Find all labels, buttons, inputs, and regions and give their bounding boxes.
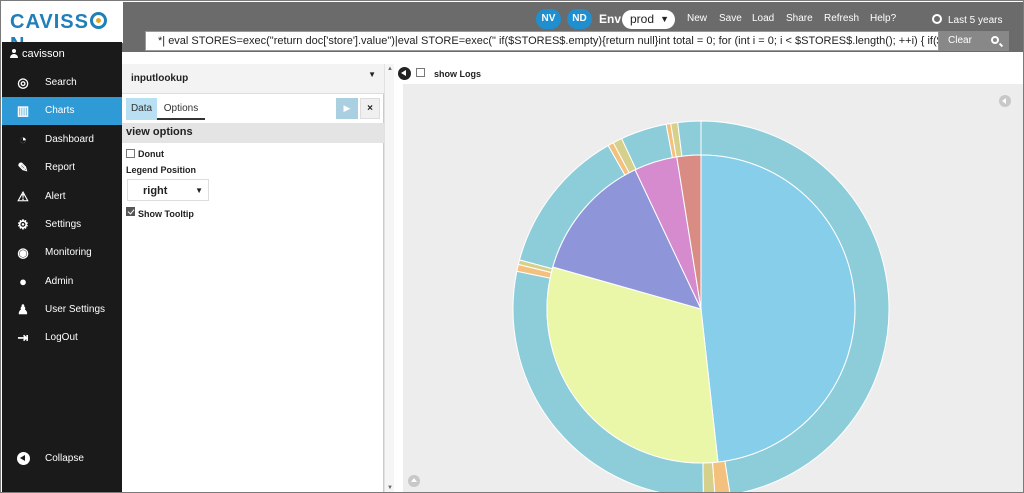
menu-share[interactable]: Share [786,13,813,24]
sidebar-item-user-settings[interactable]: ♟ User Settings [2,296,122,324]
collapse-icon [16,452,30,466]
env-select[interactable]: prod ▼ [622,10,675,29]
sidebar-item-label: LogOut [45,332,78,343]
query-input[interactable]: *| eval STORES=exec("return doc['store']… [145,31,939,51]
sidebar-item-monitoring[interactable]: ◉ Monitoring [2,239,122,267]
user-icon [10,49,18,58]
scroll-down-icon[interactable]: ▼ [387,485,393,491]
sidebar-item-label: User Settings [45,304,106,315]
pie-chart [512,120,890,493]
search-button[interactable] [981,31,1009,51]
sidebar-item-dashboard[interactable]: ◔ Dashboard [2,126,122,154]
close-icon: × [367,103,373,114]
inner-pie-slice[interactable] [552,169,702,310]
collapse-left-icon[interactable] [999,95,1011,107]
show-logs-checkbox[interactable] [416,68,425,77]
sidebar-item-charts[interactable]: ▥ Charts [2,97,122,125]
gear-icon: ⚙ [17,217,29,232]
sidebar-item-label: Monitoring [45,247,92,258]
sidebar-item-report[interactable]: ✎ Report [2,154,122,182]
show-logs-label: show Logs [434,69,481,79]
env-label: Env [599,12,622,26]
sidebar-item-admin[interactable]: ● Admin [2,268,122,296]
panel-scrollbar[interactable]: ▲ ▼ [384,64,394,492]
caret-down-icon[interactable]: ▼ [368,70,376,79]
sidebar-item-settings[interactable]: ⚙ Settings [2,211,122,239]
bar-chart-icon: ▥ [16,103,30,118]
timeframe-label: Last 5 years [948,15,1003,26]
inner-pie-slice[interactable] [676,154,702,310]
play-icon: ▶ [343,103,351,113]
legend-position-label: Legend Position [126,165,197,175]
chevron-down-icon: ▼ [195,186,203,195]
clear-button[interactable]: Clear [939,31,981,51]
sidebar-item-label: Alert [45,191,66,202]
clock-icon [932,14,942,24]
warning-icon: ⚠ [17,189,29,204]
monitoring-icon: ◉ [17,245,29,260]
user-settings-icon: ♟ [17,302,29,317]
sidebar-item-label: Charts [45,105,75,116]
env-select-value: prod [630,12,655,26]
legend-position-select[interactable]: right ▼ [127,179,209,201]
menu-save[interactable]: Save [719,13,742,24]
menu-load[interactable]: Load [752,13,775,24]
chart-area [403,84,1023,493]
collapse-button[interactable]: Collapse [2,446,122,472]
sidebar-item-label: Dashboard [45,134,94,145]
options-panel: inputlookup ▼ Data Options ▶ × view opti… [122,64,384,492]
timeframe-selector[interactable]: Last 5 years [932,14,1002,26]
show-tooltip-label: Show Tooltip [138,209,194,219]
collapse-label: Collapse [45,453,84,464]
outer-ring-slice[interactable] [702,462,716,493]
nd-button[interactable]: ND [567,9,592,29]
nv-button[interactable]: NV [536,9,561,29]
inner-pie-slice[interactable] [700,154,856,463]
gauge-icon: ◔ [19,132,27,147]
chevron-down-icon: ▼ [660,14,669,24]
sidebar-item-alert[interactable]: ⚠ Alert [2,183,122,211]
tab-options[interactable]: Options [157,98,205,120]
menu-new[interactable]: New [687,13,708,24]
show-tooltip-checkbox[interactable] [126,207,135,216]
close-button[interactable]: × [360,98,380,119]
sidebar-item-label: Report [45,162,76,173]
run-button[interactable]: ▶ [336,98,358,119]
report-icon: ✎ [17,160,29,175]
legend-position-value: right [143,185,168,197]
back-arrow-icon[interactable] [398,67,411,80]
compass-icon: ◎ [17,75,29,90]
sidebar-item-label: Search [45,77,77,88]
logout-icon: ⇥ [17,330,29,345]
view-options-heading: view options [122,123,384,143]
user-name: cavisson [22,48,65,60]
menu-help[interactable]: Help? [870,13,897,24]
menu-refresh[interactable]: Refresh [824,13,860,24]
panel-title: inputlookup [131,73,189,84]
collapse-up-icon[interactable] [408,475,420,487]
sidebar-item-logout[interactable]: ⇥ LogOut [2,324,122,352]
panel-header: inputlookup ▼ [122,64,384,94]
admin-icon: ● [19,274,27,289]
scroll-up-icon[interactable]: ▲ [387,66,393,72]
donut-label: Donut [138,149,164,159]
results-toolbar: show Logs [395,64,1023,84]
outer-ring-slice[interactable] [677,120,702,157]
sidebar: cavisson ◎ Search ▥ Charts ◔ Dashboard ✎ Rep… [2,42,122,492]
inner-pie-slice[interactable] [546,266,719,464]
tab-data[interactable]: Data [126,98,157,120]
donut-checkbox[interactable] [126,149,135,158]
sidebar-item-label: Settings [45,219,82,230]
search-icon [991,36,999,44]
sidebar-item-search[interactable]: ◎ Search [2,69,122,97]
current-user: cavisson [2,42,122,69]
sidebar-item-label: Admin [45,276,74,287]
